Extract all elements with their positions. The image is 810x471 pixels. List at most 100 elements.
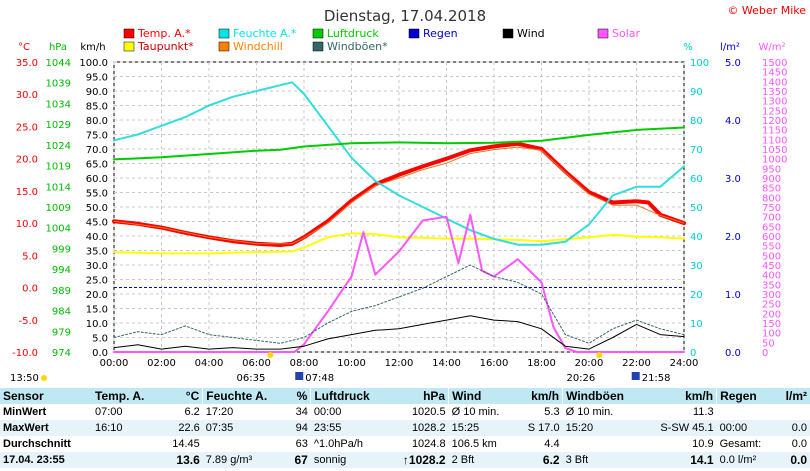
hdr-gust: Windböen [562,388,643,404]
solar-tick-label: 100 [762,329,781,340]
sunrise-label: 06:35 [237,373,266,384]
solar-tick-label: 50 [762,338,775,349]
temp-tick-label: 25.0 [16,122,38,133]
solar-tick-label: 1450 [762,68,787,79]
solar-tick-label: 1000 [762,155,787,166]
solar-tick-label: 1300 [762,97,787,108]
wind-tick-label: 95.0 [86,73,108,84]
humidity-tick-label: 100 [690,58,709,69]
pressure-tick-label: 974 [52,348,71,359]
temp-tick-label: 15.0 [16,187,38,198]
wind-tick-label: 70.0 [86,145,108,156]
pressure-tick-label: 984 [52,307,71,318]
wind-tick-label: 35.0 [86,247,108,258]
humidity-tick-label: 0 [690,348,696,359]
wind-tick-label: 45.0 [86,218,108,229]
sunset-label: 20:26 [566,373,595,384]
x-tick-label: 20:00 [575,358,604,369]
sunset-marker [596,352,603,358]
cell: 2 Bft [448,452,516,468]
cell: sonnig [310,452,388,468]
hdr-rain-unit: l/m² [775,388,810,404]
temp-tick-label: -10.0 [12,348,38,359]
solar-tick-label: 300 [762,290,781,301]
pressure-tick-label: 999 [52,244,71,255]
solar-tick-label: 550 [762,242,781,253]
pressure-tick-label: 979 [52,327,71,338]
cell: 1028.2 [387,420,449,436]
sun-dot [41,375,47,381]
humidity-tick-label: 90 [690,87,703,98]
x-tick-label: 12:00 [385,358,414,369]
solar-tick-label: 200 [762,309,781,320]
hdr-press-unit: hPa [387,388,450,404]
x-tick-label: 24:00 [670,358,699,369]
cell: 23:55 [310,420,388,436]
solar-tick-label: 950 [762,164,781,175]
wind-tick-label: 100.0 [79,58,108,69]
temp-tick-label: -5.0 [18,316,38,327]
legend-swatch [312,41,324,52]
cell [203,436,287,452]
humidity-tick-label: 70 [690,145,703,156]
temp-tick-label: 35.0 [16,58,38,69]
rain-tick-label: 2.0 [725,232,741,243]
wind-tick-label: 0.0 [92,348,108,359]
series-line [113,126,685,161]
solar-tick-label: 1500 [762,58,787,69]
x-tick-label: 00:00 [100,358,129,369]
sunrise-marker [267,352,274,358]
cell: 6.2 [184,406,200,418]
series-line [113,81,685,246]
sunrise-civil-label: 07:48 [305,373,334,384]
solar-tick-label: 500 [762,251,781,262]
sunrise-civil-marker [295,372,304,380]
solar-tick-label: 150 [762,319,781,330]
pressure-tick-label: 994 [52,265,71,276]
solar-tick-label: 1050 [762,145,787,156]
cell: Ø 10 min. [565,406,614,418]
wind-tick-label: 30.0 [86,261,108,272]
legend-swatch [123,41,135,52]
legend-swatch [597,28,609,39]
hdr-temp-unit: °C [160,388,204,404]
x-tick-label: 22:00 [622,358,651,369]
humidity-tick-label: 30 [690,261,703,272]
x-tick-label: 10:00 [337,358,366,369]
solar-tick-label: 250 [762,300,781,311]
wind-tick-label: 10.0 [86,319,108,330]
solar-tick-label: 0 [762,348,768,359]
solar-tick-label: 350 [762,280,781,291]
solar-tick-label: 700 [762,213,781,224]
wind-tick-label: 50.0 [86,203,108,214]
cell [717,404,776,420]
x-tick-label: 14:00 [432,358,461,369]
hdr-hum: Feuchte A. [202,388,287,404]
humidity-tick-label: 40 [690,232,703,243]
temp-tick-label: 5.0 [22,251,38,262]
hdr-gust-unit: km/h [642,388,718,404]
solar-tick-label: 450 [762,261,781,272]
sunset-civil-marker [631,372,640,380]
cell: 17:20 [205,406,234,418]
x-tick-label: 02:00 [147,358,176,369]
rain-tick-label: 1.0 [725,290,741,301]
hdr-hum-unit: % [286,388,312,404]
cell: 11.3 [692,406,714,418]
stats-row-current: 17.04. 23:55 13.6 7.89 g/m³ 67 sonnig ↑1… [0,452,810,468]
solar-tick-label: 1400 [762,77,787,88]
pressure-tick-label: 1034 [46,99,71,110]
wind-tick-label: 25.0 [86,276,108,287]
solar-tick-label: 750 [762,203,781,214]
weather-chart: Dienstag, 17.04.2018 00:00 02:00 04:00 06:00… [10,7,787,384]
cell: 7.89 g/m³ [202,452,287,468]
cell: 3 Bft [562,452,643,468]
chart-title: Dienstag, 17.04.2018 [324,7,486,25]
row-label: Durchschnitt [3,438,71,450]
cell: 15:25 [448,420,516,436]
temp-unit-label: °C [18,42,30,53]
cell: 63 [295,438,308,450]
solar-unit-label: W/m² [758,42,785,53]
sunset-civil-label: 21:58 [642,373,671,384]
legend-label: Luftdruck [327,27,379,40]
